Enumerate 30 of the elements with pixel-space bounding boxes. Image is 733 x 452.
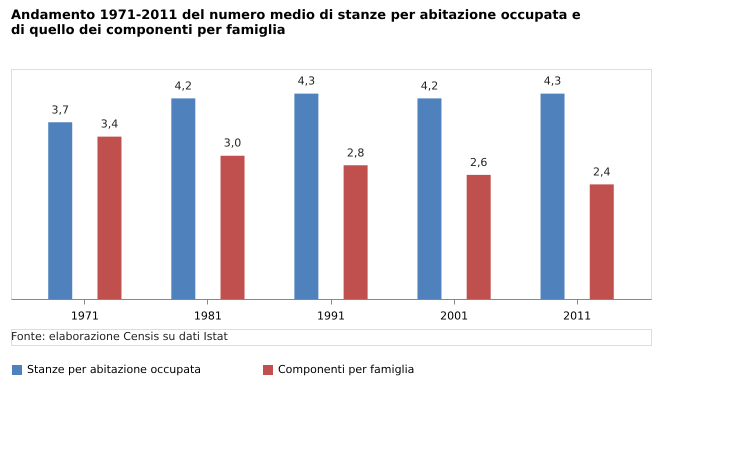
data-label: 3,7 [51, 103, 69, 116]
text: di quello dei componenti per famiglia [11, 23, 286, 38]
bar [220, 156, 245, 299]
bar [466, 174, 491, 299]
text: Andamento 1971-2011 del numero medio di stanze per abitazione occupata e [11, 8, 581, 23]
data-label: 2,4 [593, 165, 611, 178]
data-label: 4,2 [420, 79, 438, 92]
bar [417, 98, 442, 299]
bar [48, 122, 72, 299]
x-tick-label: 1991 [317, 310, 345, 322]
x-tick-label: 2011 [563, 310, 592, 322]
x-tick-label: 1981 [194, 310, 222, 322]
data-label: 4,2 [174, 79, 192, 92]
x-tick-label: 1971 [70, 310, 99, 322]
bar [590, 184, 614, 299]
legend-label: Componenti per famiglia [278, 363, 414, 376]
x-tick-label: 2001 [440, 310, 468, 322]
legend-label: Stanze per abitazione occupata [27, 363, 202, 376]
data-label: 2,6 [470, 156, 488, 169]
data-label: 4,3 [298, 74, 316, 88]
data-label: 3,0 [224, 136, 242, 150]
source-note: Fonte: elaborazione Censis su dati Istat [11, 330, 229, 343]
data-label: 2,8 [346, 146, 364, 160]
bar [294, 94, 318, 299]
bar [344, 165, 368, 299]
bar [97, 136, 122, 299]
bar [540, 94, 565, 299]
data-label: 3,4 [100, 118, 118, 131]
bar [171, 98, 196, 299]
data-label: 4,3 [544, 74, 562, 88]
